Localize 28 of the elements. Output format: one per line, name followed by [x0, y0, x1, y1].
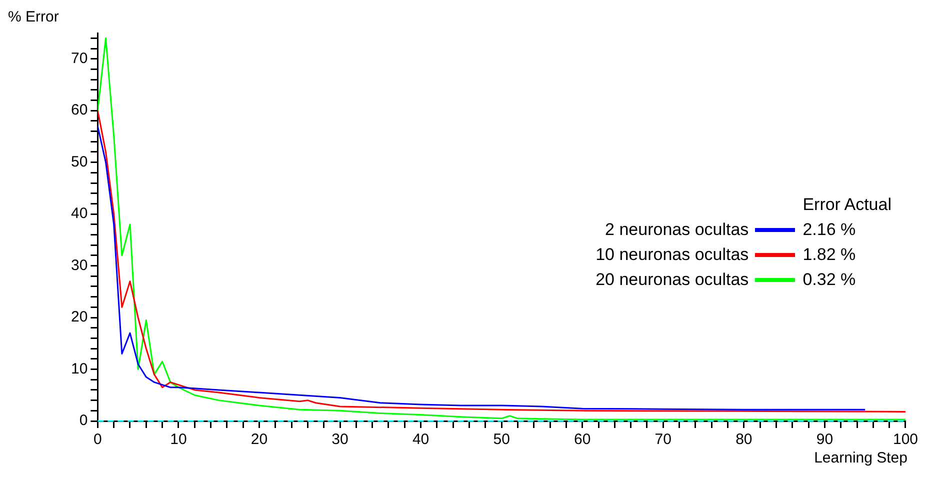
- x-tick-label: 80: [736, 431, 752, 448]
- y-tick-label: 40: [70, 205, 88, 222]
- legend-label: 20 neuronas ocultas: [596, 270, 749, 288]
- x-tick-label: 100: [892, 431, 918, 448]
- y-tick-label: 60: [70, 102, 88, 119]
- annotation: 0.32 %: [802, 268, 857, 290]
- y-tick-label: 10: [70, 360, 88, 378]
- x-tick-label: 10: [170, 431, 187, 448]
- y-tick-label: 50: [70, 153, 88, 170]
- x-tick-label: 20: [250, 431, 268, 448]
- legend-label: 2 neuronas ocultas: [605, 220, 749, 238]
- x-tick-label: 0: [94, 431, 102, 448]
- x-axis-title: Learning Step: [814, 450, 908, 467]
- annotation: 2.16 %: [802, 218, 857, 240]
- x-tick-label: 70: [654, 431, 672, 448]
- x-tick-label: 40: [412, 431, 430, 448]
- legend-label: 10 neuronas ocultas: [596, 244, 749, 264]
- x-tick-label: 50: [493, 431, 510, 448]
- x-tick-label: 60: [574, 431, 591, 448]
- x-tick-label: 30: [332, 431, 348, 448]
- y-axis-title: % Error: [8, 8, 59, 26]
- annotation: 1.82 %: [802, 244, 857, 266]
- y-tick-label: 20: [70, 308, 88, 326]
- y-tick-label: 0: [79, 412, 88, 430]
- x-tick-label: 90: [816, 431, 834, 448]
- y-tick-label: 30: [70, 256, 88, 274]
- y-tick-label: 70: [70, 50, 88, 68]
- legend-title: Error Actual: [802, 194, 892, 216]
